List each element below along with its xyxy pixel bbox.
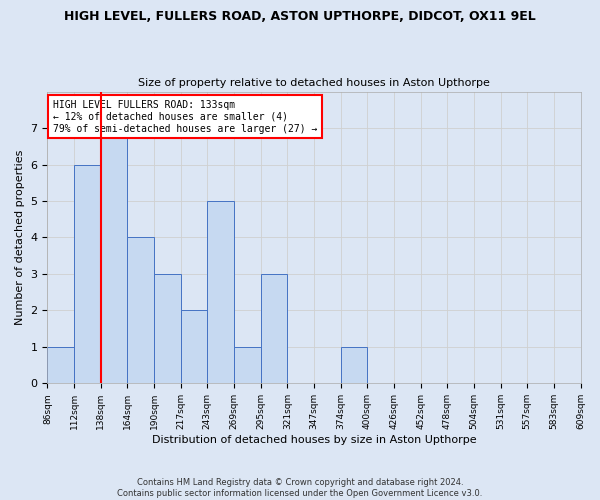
Text: HIGH LEVEL, FULLERS ROAD, ASTON UPTHORPE, DIDCOT, OX11 9EL: HIGH LEVEL, FULLERS ROAD, ASTON UPTHORPE… bbox=[64, 10, 536, 23]
Bar bbox=[101, 128, 127, 384]
Title: Size of property relative to detached houses in Aston Upthorpe: Size of property relative to detached ho… bbox=[138, 78, 490, 88]
X-axis label: Distribution of detached houses by size in Aston Upthorpe: Distribution of detached houses by size … bbox=[152, 435, 476, 445]
Text: Contains HM Land Registry data © Crown copyright and database right 2024.
Contai: Contains HM Land Registry data © Crown c… bbox=[118, 478, 482, 498]
Bar bbox=[74, 164, 101, 384]
Y-axis label: Number of detached properties: Number of detached properties bbox=[15, 150, 25, 325]
Bar bbox=[47, 347, 74, 384]
Bar bbox=[341, 347, 367, 384]
Bar bbox=[127, 238, 154, 384]
Bar bbox=[234, 347, 260, 384]
Text: HIGH LEVEL FULLERS ROAD: 133sqm
← 12% of detached houses are smaller (4)
79% of : HIGH LEVEL FULLERS ROAD: 133sqm ← 12% of… bbox=[53, 100, 317, 134]
Bar bbox=[208, 201, 234, 384]
Bar bbox=[260, 274, 287, 384]
Bar bbox=[181, 310, 208, 384]
Bar bbox=[154, 274, 181, 384]
